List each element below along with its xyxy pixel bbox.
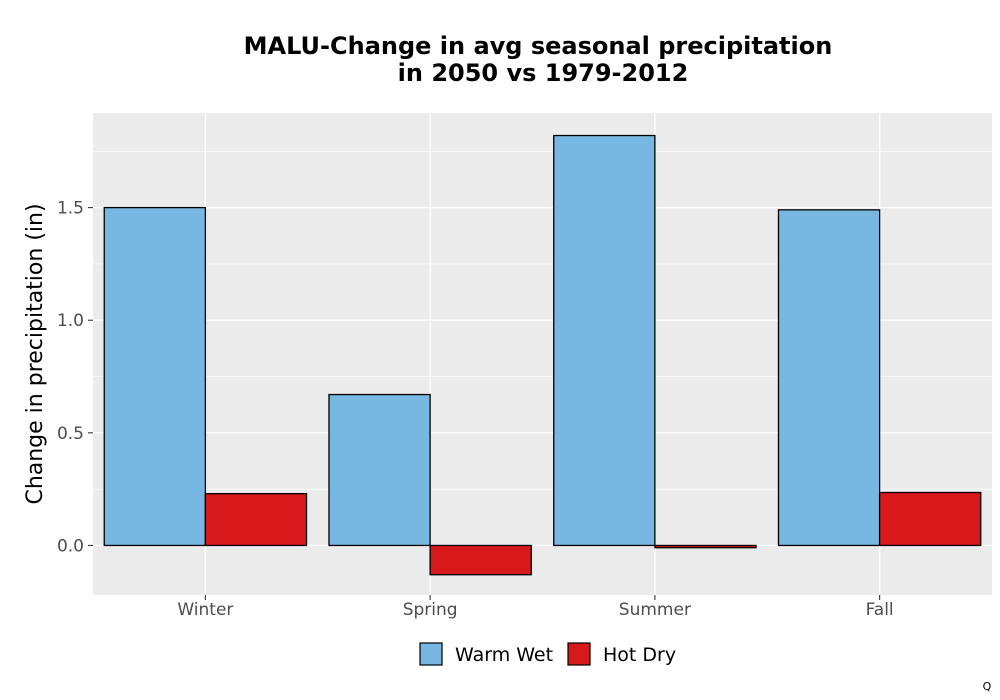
bar-warm-wet-fall	[777, 209, 881, 547]
chart-title-line-2: in 2050 vs 1979-2012	[398, 59, 689, 87]
x-tick-label: Summer	[619, 600, 691, 620]
legend-swatch-hot-dry	[567, 642, 591, 666]
bar-hot-dry-spring	[429, 544, 532, 576]
y-tick-label: 0.0	[57, 536, 84, 556]
y-tick-label: 1.0	[57, 311, 84, 331]
y-tick-label: 0.5	[57, 424, 84, 444]
bar-warm-wet-winter	[103, 206, 207, 547]
bar-warm-wet-summer	[553, 134, 656, 547]
chart-title: MALU-Change in avg seasonal precipitatio…	[244, 32, 833, 87]
x-tick-label: Winter	[177, 600, 233, 620]
corner-mark: Q	[983, 680, 992, 693]
legend: Warm Wet Hot Dry	[419, 642, 676, 666]
legend-label: Hot Dry	[603, 644, 676, 666]
y-tick-label: 1.5	[57, 199, 84, 219]
bar-hot-dry-fall	[878, 491, 982, 547]
legend-swatch-warm-wet	[419, 642, 443, 666]
y-axis-ticks: 0.0 0.5 1.0 1.5	[57, 199, 93, 556]
x-axis-ticks: Winter Spring Summer Fall	[177, 595, 894, 620]
chart-title-line-1: MALU-Change in avg seasonal precipitatio…	[244, 32, 833, 60]
x-tick-label: Spring	[403, 600, 458, 620]
bar-hot-dry-summer	[654, 544, 757, 549]
bar-warm-wet-spring	[328, 393, 431, 547]
legend-label: Warm Wet	[455, 644, 553, 666]
y-axis-title: Change in precipitation (in)	[23, 203, 48, 504]
x-tick-label: Fall	[866, 600, 894, 620]
bar-hot-dry-winter	[204, 492, 308, 547]
bars	[103, 134, 982, 576]
